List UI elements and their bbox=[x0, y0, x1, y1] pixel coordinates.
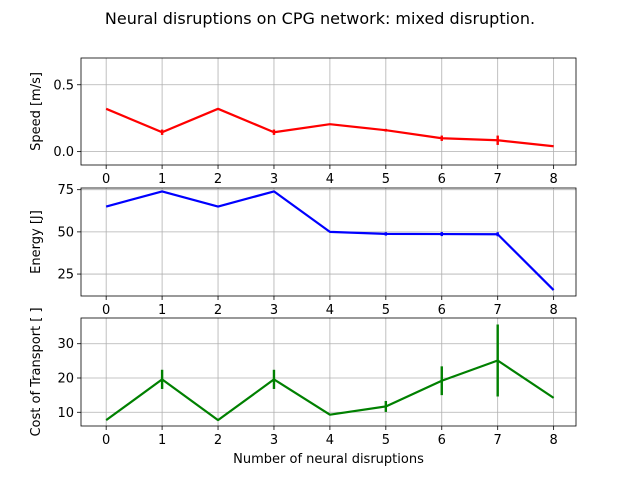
series-line-speed bbox=[105, 107, 554, 148]
x-tick-label: 2 bbox=[214, 303, 222, 318]
x-tick-label: 6 bbox=[438, 172, 446, 187]
x-tick-label: 2 bbox=[214, 172, 222, 187]
x-tick-label: 3 bbox=[270, 303, 278, 318]
y-tick-label: 30 bbox=[57, 337, 74, 352]
x-tick-label: 0 bbox=[102, 172, 110, 187]
x-tick-label: 3 bbox=[270, 433, 278, 448]
y-tick-label: 25 bbox=[57, 268, 74, 283]
x-tick-label: 8 bbox=[549, 433, 557, 448]
y-axis-label: Energy [J] bbox=[29, 210, 44, 274]
axes-frame bbox=[80, 317, 577, 427]
y-tick-label: 20 bbox=[57, 372, 74, 387]
x-tick-label: 4 bbox=[326, 172, 334, 187]
x-tick-label: 4 bbox=[326, 433, 334, 448]
x-axis-label: Number of neural disruptions bbox=[233, 452, 424, 467]
y-axis-label: Speed [m/s] bbox=[29, 72, 44, 151]
axes-frame bbox=[80, 57, 577, 166]
x-tick-label: 1 bbox=[158, 303, 166, 318]
x-tick-label: 3 bbox=[270, 172, 278, 187]
x-tick-label: 6 bbox=[438, 433, 446, 448]
figure-title: Neural disruptions on CPG network: mixed… bbox=[105, 9, 535, 28]
x-tick-label: 1 bbox=[158, 172, 166, 187]
x-tick-label: 0 bbox=[102, 433, 110, 448]
x-tick-label: 4 bbox=[326, 303, 334, 318]
subplot-speed: 0 1 2 3 4 5 6 7 8 0.0 0.5 Speed [m/s] bbox=[29, 57, 577, 187]
x-tick-label: 0 bbox=[102, 303, 110, 318]
x-tick-label: 8 bbox=[549, 303, 557, 318]
x-tick-label: 6 bbox=[438, 303, 446, 318]
x-tick-label: 7 bbox=[494, 433, 502, 448]
x-tick-label: 2 bbox=[214, 433, 222, 448]
y-tick-label: 0.0 bbox=[53, 145, 74, 160]
y-axis-label: Cost of Transport [ ] bbox=[29, 307, 44, 436]
x-tick-label: 8 bbox=[549, 172, 557, 187]
axes-frame bbox=[80, 187, 577, 297]
x-tick-label: 7 bbox=[494, 172, 502, 187]
y-tick-label: 0.5 bbox=[53, 78, 74, 93]
series-line-cot bbox=[105, 359, 555, 422]
series-line-energy bbox=[105, 190, 555, 291]
x-tick-label: 5 bbox=[382, 433, 390, 448]
y-tick-label: 75 bbox=[57, 183, 74, 198]
x-tick-label: 1 bbox=[158, 433, 166, 448]
subplot-energy: 0 1 2 3 4 5 6 7 8 25 50 75 Energy [J] bbox=[29, 183, 577, 318]
x-tick-label: 5 bbox=[382, 172, 390, 187]
y-tick-label: 50 bbox=[57, 225, 74, 240]
subplot-cot: 0 1 2 3 4 5 6 7 8 10 20 30 Cost of Transport [ ] Numb… bbox=[29, 307, 577, 467]
x-tick-label: 5 bbox=[382, 303, 390, 318]
x-tick-label: 7 bbox=[494, 303, 502, 318]
y-tick-label: 10 bbox=[57, 406, 74, 421]
